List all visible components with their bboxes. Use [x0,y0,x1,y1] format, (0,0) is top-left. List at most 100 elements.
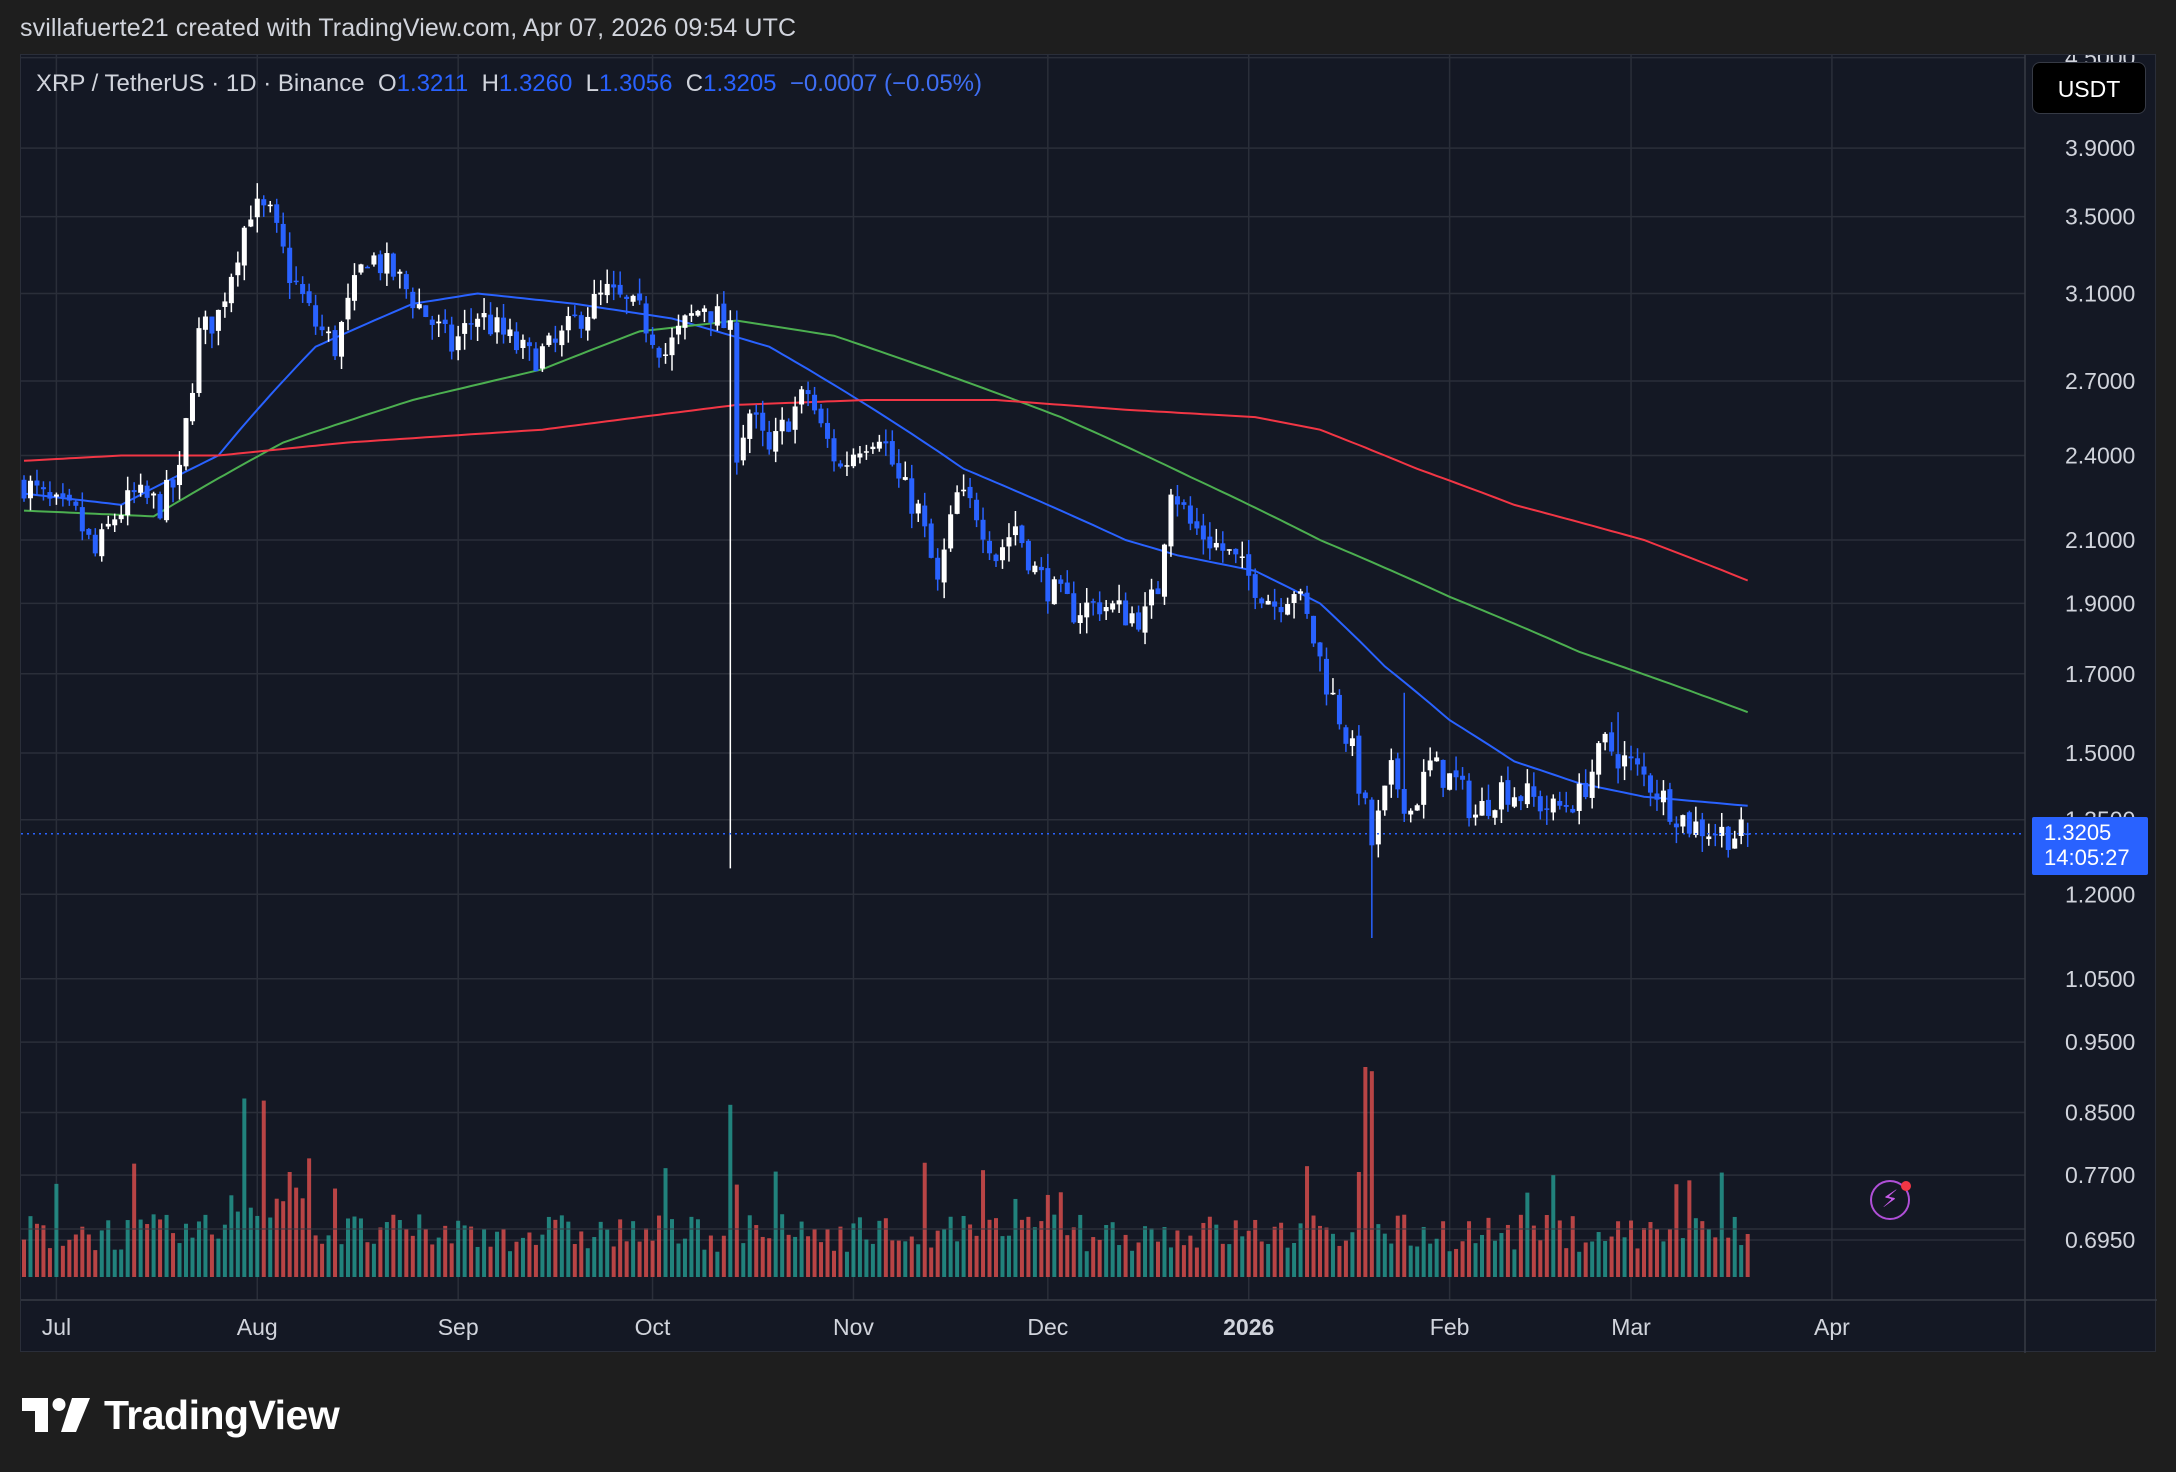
open-label: O [377,70,397,97]
candle-body [1045,568,1051,602]
candle-body [656,347,662,358]
candle-body [1745,833,1751,835]
volume-bar [682,1238,687,1277]
volume-bar [1622,1237,1627,1277]
volume-bar [708,1235,713,1277]
candle-body [1635,758,1641,765]
volume-bar [501,1229,506,1277]
volume-bar [1311,1215,1316,1277]
candle-body [1168,494,1174,547]
candle-body [1071,593,1077,623]
volume-bar [1583,1242,1588,1277]
candle-body [1732,838,1738,849]
volume-bar [417,1214,422,1277]
candle-body [1136,612,1142,630]
lightning-icon[interactable]: ⚡ [1870,1180,1910,1220]
volume-bar [371,1243,376,1277]
candle-body [766,432,772,450]
candle-body [1583,782,1589,798]
volume-bar [767,1238,772,1277]
tradingview-brand[interactable]: TradingView [22,1390,340,1440]
volume-bar [1732,1216,1737,1277]
candle-body [682,315,688,328]
candle-body [922,505,928,527]
candle-body [377,254,383,274]
y-tick-label: 2.1000 [2065,527,2135,553]
candle-body [896,463,902,479]
candle-body [1479,800,1485,816]
y-tick-label: 2.4000 [2065,443,2135,469]
volume-bar [1305,1166,1310,1277]
candle-body [643,303,649,334]
candle-body [1369,799,1375,846]
candle-body [364,266,370,269]
price-chart[interactable]: 4.50003.90003.50003.10002.70002.40002.10… [21,55,2157,1353]
candle-body [740,437,746,461]
candle-body [1589,771,1595,798]
volume-bar [475,1246,480,1277]
candle-body [883,441,889,444]
volume-bar [624,1241,629,1277]
volume-bar [1531,1225,1536,1277]
currency-unit-button[interactable]: USDT [2032,62,2146,114]
candle-body [792,406,798,430]
candle-body [1485,799,1491,816]
volume-bar [579,1231,584,1277]
candle-body [1511,797,1517,807]
volume-bar [1168,1247,1173,1277]
candle-body [40,487,46,490]
volume-bar [28,1216,33,1277]
chart-legend: XRP / TetherUS · 1D · Binance O1.3211 H1… [36,70,982,98]
volume-bar [618,1219,623,1277]
volume-bar [1719,1172,1724,1277]
volume-bar [585,1248,590,1277]
volume-bar [1447,1251,1452,1277]
candle-body [1524,783,1530,805]
y-tick-label: 0.8500 [2065,1100,2135,1126]
candle-body [351,275,357,301]
candle-body [189,392,195,422]
volume-bar [631,1221,636,1277]
volume-bar [1246,1230,1251,1277]
candle-body [125,490,131,516]
candle-body [1706,836,1712,840]
candle-body [1427,760,1433,771]
candle-body [604,283,610,296]
volume-bar [1097,1239,1102,1277]
volume-bar [22,1239,26,1277]
volume-bar [825,1229,830,1277]
volume-bar [248,1207,253,1277]
volume-bar [572,1244,577,1277]
candle-body [1019,525,1025,544]
volume-bar [47,1248,52,1277]
candle-body [889,441,895,465]
volume-bar [799,1221,804,1277]
chart-area[interactable]: 4.50003.90003.50003.10002.70002.40002.10… [20,54,2157,1353]
candle-body [818,408,824,424]
candle-body [637,293,643,301]
candle-body [280,223,286,247]
candle-body [1032,565,1038,573]
volume-bar [605,1229,610,1277]
candle-body [390,253,396,277]
volume-bar [663,1168,668,1277]
candle-body [1110,603,1116,610]
volume-bar [1220,1243,1225,1277]
candle-body [79,507,85,532]
volume-bar [1071,1227,1076,1277]
volume-bar [346,1218,350,1277]
moving-average-line [23,292,1748,807]
candle-body [151,493,157,496]
volume-bar [676,1243,681,1277]
current-price-badge: 1.3205 14:05:27 [2032,817,2148,875]
volume-bar [158,1219,163,1277]
attribution-text: svillafuerte21 created with TradingView.… [20,14,797,42]
volume-bar [961,1215,966,1277]
volume-bar [1065,1235,1070,1277]
volume-bar [216,1238,221,1277]
volume-bar [229,1195,234,1277]
candle-body [1298,591,1304,594]
volume-bar [1298,1223,1303,1277]
volume-bar [689,1216,694,1277]
volume-bar [1279,1222,1284,1277]
